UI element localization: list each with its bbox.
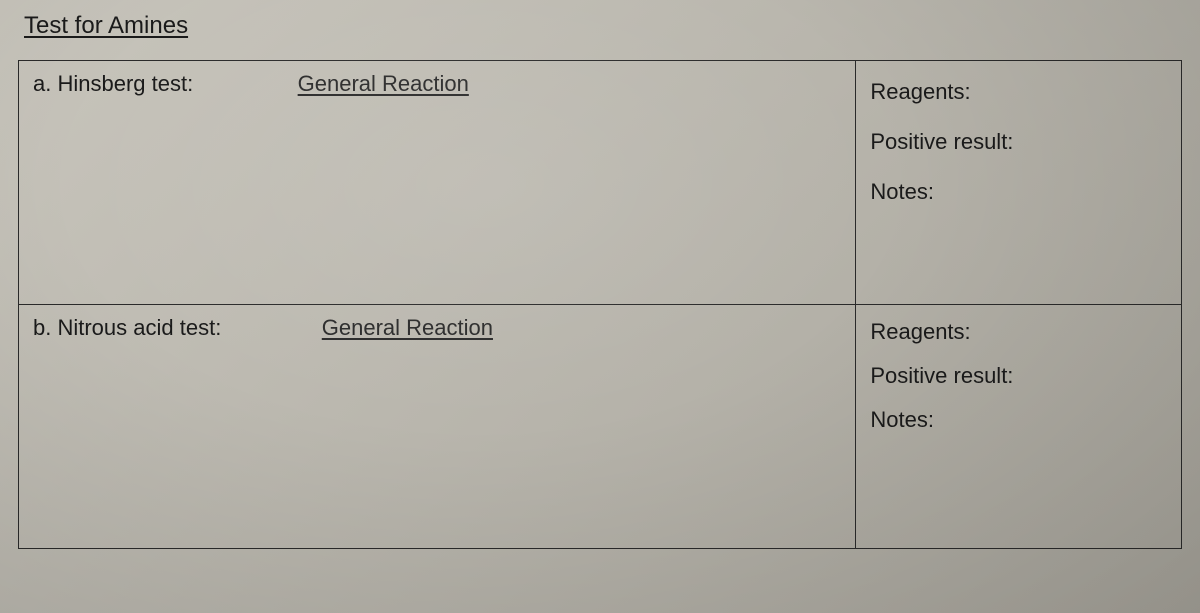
reagents-label: Reagents: bbox=[856, 305, 1181, 349]
notes-label: Notes: bbox=[856, 393, 1181, 437]
fields-stack: Reagents: Positive result: Notes: bbox=[856, 61, 1181, 211]
test-label: a. Hinsberg test: bbox=[33, 71, 193, 97]
table-row: a. Hinsberg test: General Reaction Reage… bbox=[19, 61, 1182, 305]
positive-result-label: Positive result: bbox=[856, 349, 1181, 393]
table-row: b. Nitrous acid test: General Reaction R… bbox=[19, 305, 1182, 549]
worksheet-page: Test for Amines a. Hinsberg test: Genera… bbox=[0, 0, 1200, 613]
test-reaction-cell: b. Nitrous acid test: General Reaction bbox=[19, 305, 856, 549]
test-fields-cell: Reagents: Positive result: Notes: bbox=[856, 305, 1182, 549]
general-reaction-heading: General Reaction bbox=[322, 315, 493, 341]
general-reaction-heading: General Reaction bbox=[298, 71, 469, 97]
positive-result-label: Positive result: bbox=[856, 111, 1181, 161]
fields-stack: Reagents: Positive result: Notes: bbox=[856, 305, 1181, 437]
notes-label: Notes: bbox=[856, 161, 1181, 211]
test-fields-cell: Reagents: Positive result: Notes: bbox=[856, 61, 1182, 305]
test-label: b. Nitrous acid test: bbox=[33, 315, 221, 341]
reagents-label: Reagents: bbox=[856, 61, 1181, 111]
page-title: Test for Amines bbox=[24, 12, 1182, 40]
test-reaction-cell: a. Hinsberg test: General Reaction bbox=[19, 61, 856, 305]
tests-table: a. Hinsberg test: General Reaction Reage… bbox=[18, 60, 1182, 549]
